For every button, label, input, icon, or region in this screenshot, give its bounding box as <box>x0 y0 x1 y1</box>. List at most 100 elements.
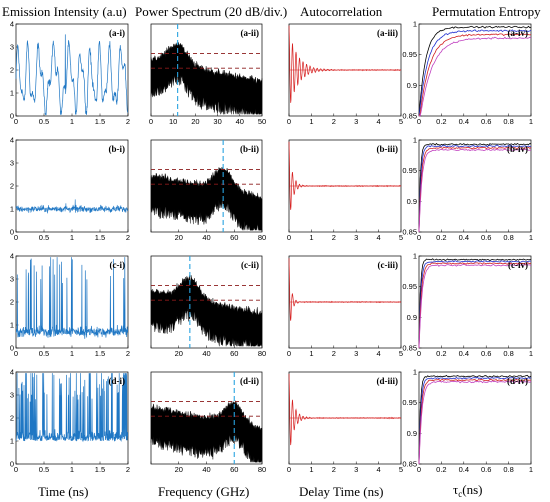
x-tick-label: 1.5 <box>95 349 105 358</box>
x-tick-label: 5 <box>399 349 403 358</box>
y-tick-label: 0.95 <box>402 398 417 407</box>
intensity-trace <box>15 34 129 116</box>
x-tick-label: 1.5 <box>95 117 105 126</box>
y-tick-label: 0.95 <box>402 166 417 175</box>
panel-label: (a-iv) <box>508 28 529 38</box>
y-tick-label: 0.9 <box>407 313 417 322</box>
x-tick-label: 0.6 <box>481 349 491 358</box>
y-tick-label: 0.85 <box>402 112 417 121</box>
y-tick-label: 0 <box>10 112 14 121</box>
y-tick-label: 1 <box>413 368 417 377</box>
x-tick-label: 2 <box>332 465 336 474</box>
x-tick-label: 1 <box>309 117 313 126</box>
x-tick-label: 0.5 <box>39 465 49 474</box>
entropy-series-2 <box>418 29 532 117</box>
y-tick-label: 4 <box>10 252 14 261</box>
entropy-series-2 <box>418 144 532 233</box>
x-tick-label: 5 <box>399 117 403 126</box>
panel-label: (d-iv) <box>507 376 528 386</box>
x-tick-label: 1 <box>70 233 74 242</box>
y-tick-label: 1 <box>413 252 417 261</box>
x-tick-label: 60 <box>230 233 238 242</box>
x-tick-label: 0.4 <box>459 117 469 126</box>
y-tick-label: 1 <box>413 136 417 145</box>
y-tick-label: 1 <box>413 20 417 29</box>
x-tick-label: 80 <box>258 465 266 474</box>
y-tick-label: 0.95 <box>402 282 417 291</box>
spectrum-panel-b: 20 40 60 80 <box>150 139 266 242</box>
x-tick-label: 0.8 <box>503 465 513 474</box>
panel-label: (b-i) <box>109 144 126 154</box>
panel-label: (d-iii) <box>377 376 399 386</box>
y-tick-label: 0 <box>10 460 14 469</box>
x-tick-label: 1 <box>309 465 313 474</box>
x-tick-label: 0.6 <box>481 465 491 474</box>
x-tick-label: 0 <box>417 349 421 358</box>
y-tick-label: 0.9 <box>407 197 417 206</box>
x-tick-label: 0 <box>14 349 18 358</box>
x-tick-label: 3 <box>354 349 358 358</box>
x-tick-label: 3 <box>354 465 358 474</box>
column-title-autocorrelation: Autocorrelation <box>300 4 383 19</box>
x-tick-label: 0.5 <box>39 233 49 242</box>
xlabel-tau: τc(ns) <box>453 482 482 499</box>
x-tick-label: 0 <box>287 117 291 126</box>
spectrum-panel-d: 20 40 60 80 <box>150 371 266 474</box>
panel-label: (b-iii) <box>377 144 399 154</box>
plot-frame <box>418 255 532 349</box>
panel-label: (b-iv) <box>507 144 528 154</box>
y-tick-label: 3 <box>10 275 14 284</box>
y-tick-label: 2 <box>10 298 14 307</box>
autocorrelation-trace <box>288 258 401 321</box>
spectrum-panel-a: 0 10 20 30 40 50 <box>149 23 266 126</box>
spectrum-trace <box>150 275 263 347</box>
entropy-series-1 <box>418 25 532 117</box>
entropy-series-1 <box>418 142 532 232</box>
x-tick-label: 0 <box>287 233 291 242</box>
y-tick-label: 0.95 <box>402 50 417 59</box>
y-tick-label: 1 <box>10 205 14 214</box>
entropy-series-2 <box>418 376 532 465</box>
x-tick-label: 20 <box>175 233 183 242</box>
x-tick-label: 0.2 <box>436 465 446 474</box>
y-tick-label: 0.85 <box>402 228 417 237</box>
x-tick-label: 20 <box>175 465 183 474</box>
y-tick-label: 4 <box>10 368 14 377</box>
entropy-panel-b: 0 0.2 0.4 0.6 0.8 1 0.85 0.9 0.95 1 <box>402 136 533 243</box>
autocorrelation-panel-d: 0 1 2 3 4 5 <box>287 371 403 474</box>
autocorrelation-panel-c: 0 1 2 3 4 5 <box>287 255 403 358</box>
x-tick-label: 1.5 <box>95 465 105 474</box>
x-tick-label: 50 <box>258 117 266 126</box>
x-tick-label: 0 <box>287 465 291 474</box>
panel-label: (a-ii) <box>241 28 260 38</box>
x-tick-label: 2 <box>126 117 130 126</box>
xlabel-delay: Delay Time (ns) <box>299 484 384 499</box>
autocorrelation-panel-a: 0 1 2 3 4 5 <box>287 23 403 126</box>
x-tick-label: 0.6 <box>481 117 491 126</box>
intensity-trace <box>15 199 128 214</box>
entropy-panel-d: 0 0.2 0.4 0.6 0.8 1 0.85 0.9 0.95 1 <box>402 368 533 475</box>
entropy-series-1 <box>418 258 532 349</box>
x-tick-label: 4 <box>377 117 381 126</box>
x-tick-label: 40 <box>236 117 244 126</box>
x-tick-label: 80 <box>258 233 266 242</box>
panel-label: (a-i) <box>109 28 125 38</box>
x-tick-label: 1 <box>309 233 313 242</box>
x-tick-label: 5 <box>399 465 403 474</box>
x-tick-label: 60 <box>230 349 238 358</box>
spectrum-trace <box>150 41 263 115</box>
x-tick-label: 4 <box>377 465 381 474</box>
intensity-panel-d: 0 0.5 1 1.5 2 0 1 2 3 4 <box>10 368 130 475</box>
x-tick-label: 2 <box>332 233 336 242</box>
autocorrelation-panel-b: 0 1 2 3 4 5 <box>287 139 403 242</box>
x-tick-label: 0.8 <box>503 349 513 358</box>
y-tick-label: 4 <box>10 20 14 29</box>
x-tick-label: 0.2 <box>436 349 446 358</box>
entropy-series-3 <box>418 33 532 117</box>
y-tick-label: 0.9 <box>407 429 417 438</box>
y-tick-label: 0.85 <box>402 344 417 353</box>
entropy-series-2 <box>418 260 532 349</box>
x-tick-label: 20 <box>175 349 183 358</box>
x-tick-label: 0.5 <box>39 117 49 126</box>
